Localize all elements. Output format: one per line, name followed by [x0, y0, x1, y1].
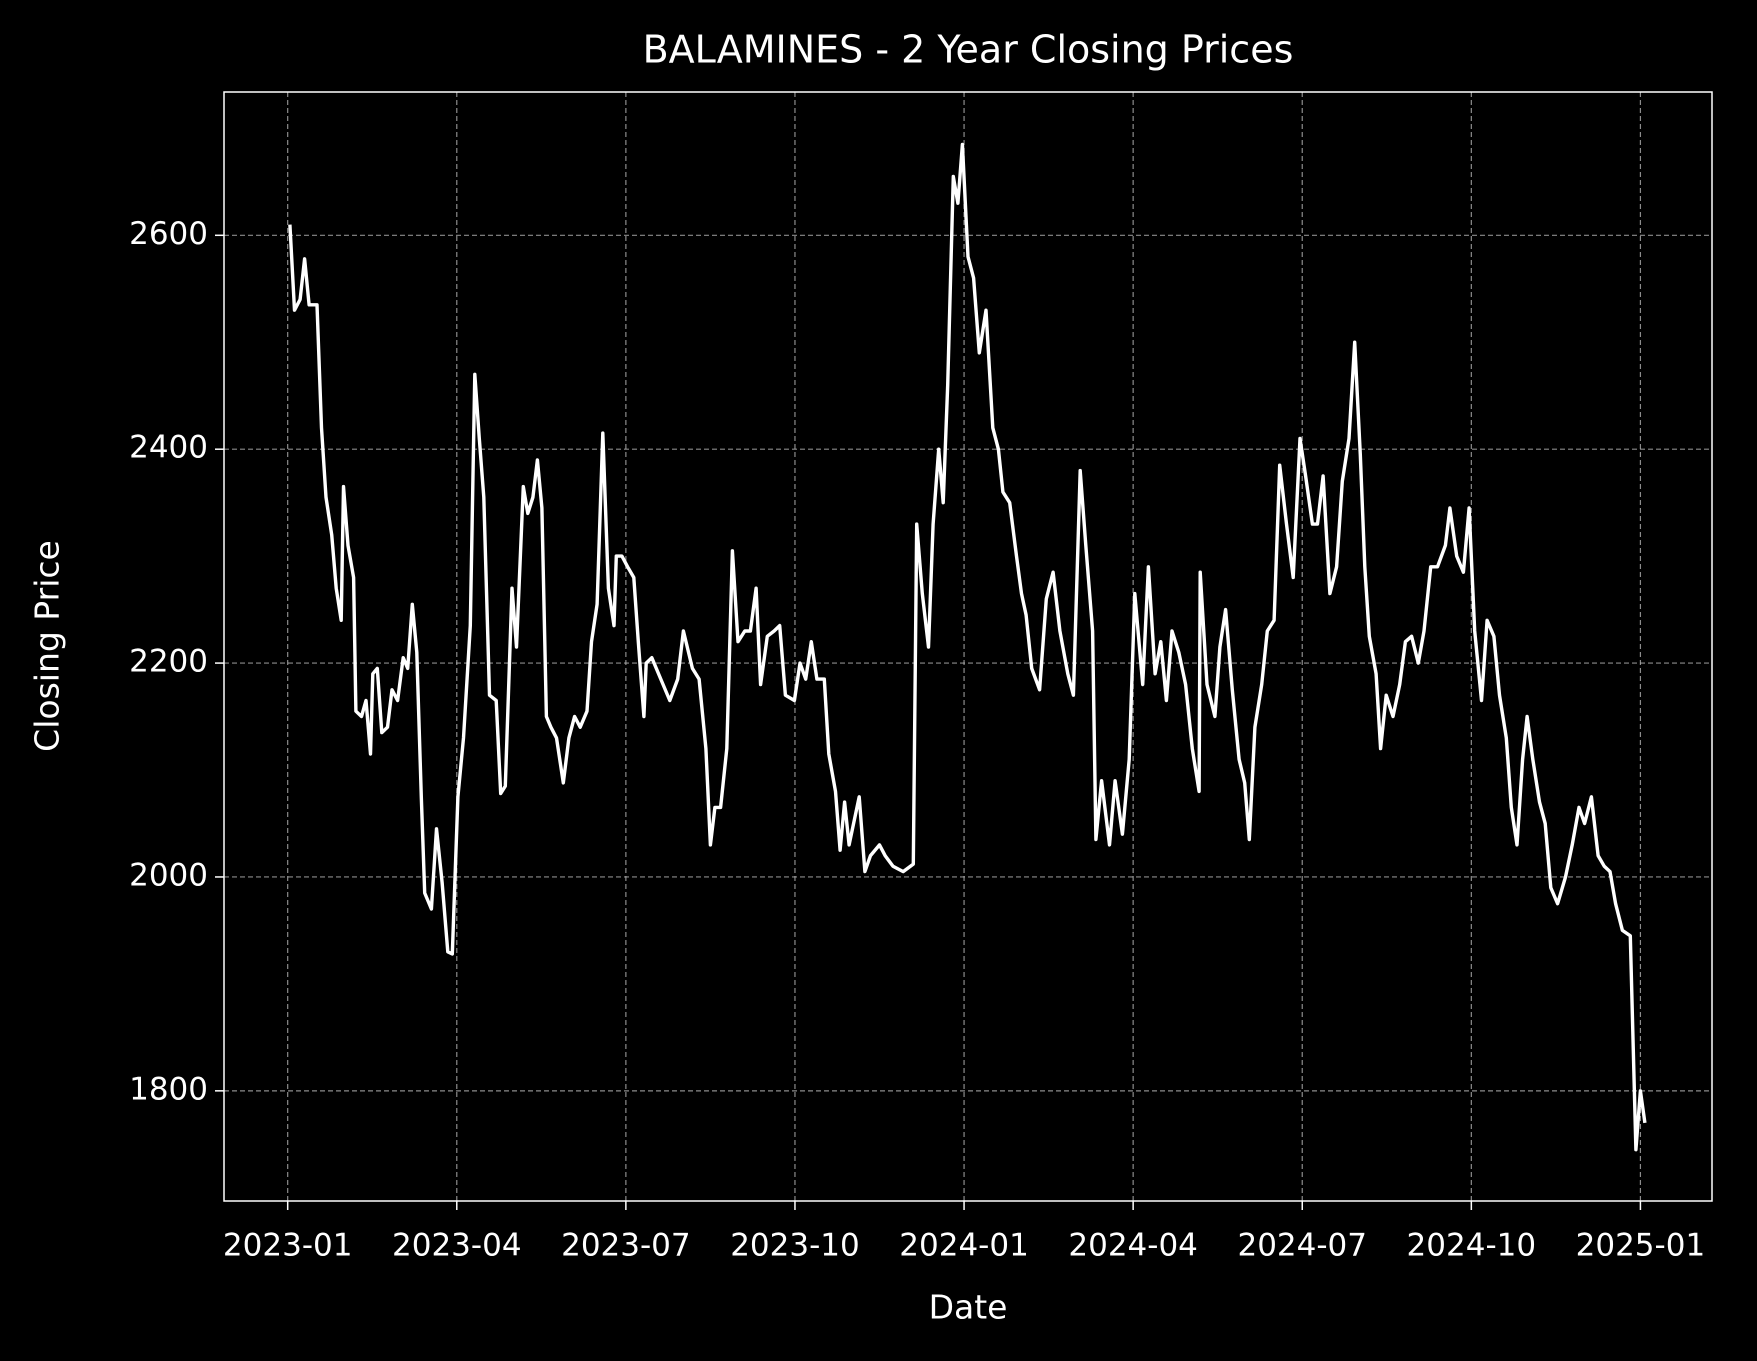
y-tick-label: 2200 [129, 644, 208, 680]
x-axis-label: Date [929, 1288, 1008, 1327]
price-line [288, 142, 1647, 1152]
y-tick-label: 2600 [129, 216, 208, 252]
x-tick-label: 2024-04 [1068, 1228, 1198, 1264]
x-tick-label: 2023-01 [223, 1228, 353, 1264]
x-tick-label: 2024-10 [1407, 1228, 1537, 1264]
x-tick-label: 2023-10 [730, 1228, 860, 1264]
x-tick-label: 2024-07 [1237, 1228, 1367, 1264]
x-tick-label: 2023-07 [561, 1228, 691, 1264]
y-tick-label: 2400 [129, 430, 208, 466]
y-tick-label: 1800 [129, 1071, 208, 1107]
y-tick-label: 2000 [129, 857, 208, 893]
x-tick-label: 2024-01 [899, 1228, 1029, 1264]
chart-title: BALAMINES - 2 Year Closing Prices [643, 28, 1294, 72]
x-tick-label: 2025-01 [1576, 1228, 1706, 1264]
x-tick-label: 2023-04 [392, 1228, 522, 1264]
y-axis-label: Closing Price [28, 540, 67, 752]
plot-frame [223, 91, 1713, 1202]
